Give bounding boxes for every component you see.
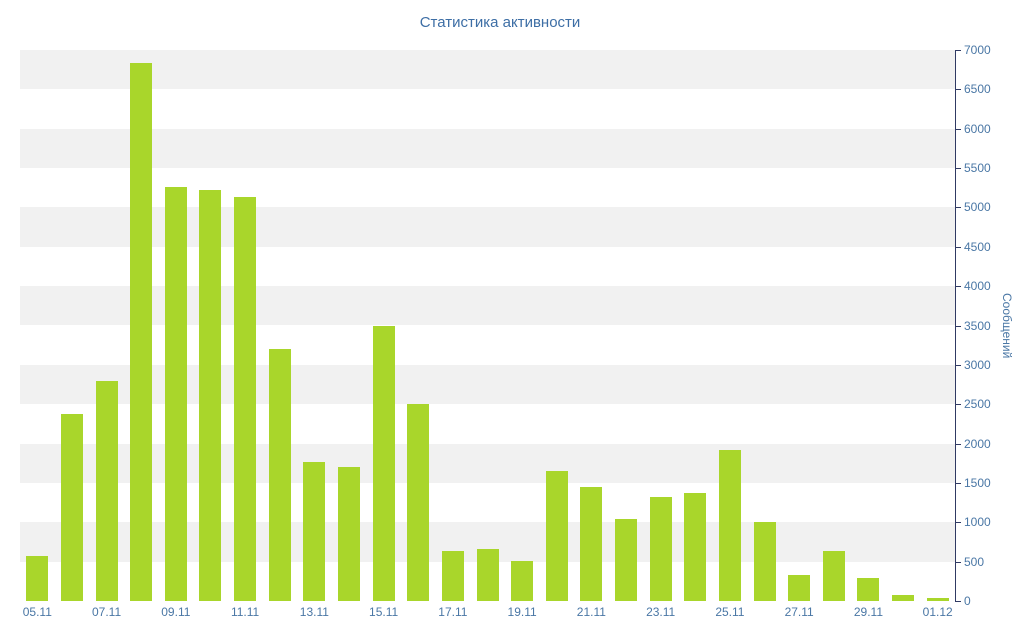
chart-title: Статистика активности [419,14,581,31]
x-axis-tick-label: 11.11 [230,605,260,619]
bar-29.11 [857,578,880,601]
y-axis-tick [956,522,961,524]
bar-27.11 [788,575,811,601]
grid-stripe [20,443,955,483]
y-axis-tick-label: 0 [964,594,971,608]
y-axis-line [955,50,956,602]
y-axis-tick-label: 6500 [964,82,991,97]
bar-18.11 [476,549,499,601]
y-axis-tick-label: 1000 [964,515,991,530]
grid-stripe [20,326,955,365]
y-axis-tick [956,89,961,91]
x-axis-tick-label: 27.11 [784,605,814,619]
bar-01.12 [926,597,949,601]
x-axis-tick-label: 09.11 [161,605,191,619]
y-axis-tick [956,50,961,51]
grid-stripe [20,128,955,169]
y-axis-tick [956,364,961,366]
bar-20.11 [545,471,568,601]
y-axis-tick [956,443,961,445]
grid-stripe [20,50,955,90]
y-axis-tick-label: 500 [964,554,985,569]
y-axis-tick-label: 5000 [964,200,991,215]
bar-07.11 [95,381,118,601]
x-axis-tick-label: 05.11 [22,605,52,619]
bar-28.11 [822,551,845,601]
x-axis-tick-label: 15.11 [369,605,399,619]
x-axis-tick-label: 01.12 [922,605,953,619]
y-axis-tick [956,561,961,563]
bar-22.11 [615,519,638,601]
y-axis-tick [956,404,961,406]
x-axis-tick-label: 29.11 [853,605,883,619]
bar-16.11 [407,404,430,601]
bar-17.11 [441,551,464,601]
y-axis-tick-label: 4000 [964,279,991,294]
y-axis-tick-label: 2000 [964,436,991,451]
y-axis-tick [956,246,961,248]
y-axis-tick-label: 2500 [964,397,991,412]
y-axis-tick-label: 6000 [964,121,991,136]
y-axis-tick [956,207,961,209]
x-axis-tick-label: 21.11 [576,605,606,619]
y-axis-title: Сообщений [1000,292,1014,359]
x-axis-tick-label: 23.11 [646,605,676,619]
bar-10.11 [199,190,222,601]
bar-25.11 [718,449,741,601]
grid-stripe [20,207,955,247]
x-axis-tick-label: 17.11 [438,605,468,619]
y-axis-tick-label: 4500 [964,239,991,254]
grid-stripe [20,286,955,326]
bar-19.11 [511,560,534,601]
bar-15.11 [372,325,395,601]
bar-11.11 [234,197,257,601]
y-axis-tick [956,601,961,602]
bar-14.11 [337,467,360,601]
y-axis-tick-label: 7000 [964,43,991,57]
y-axis-tick-label: 3500 [964,318,991,333]
y-axis-tick [956,168,961,170]
y-axis-tick [956,128,961,130]
x-axis-tick-label: 25.11 [715,605,745,619]
bar-24.11 [684,493,707,601]
grid-stripe [20,364,955,405]
x-axis-tick-label: 07.11 [91,605,122,619]
y-axis-tick [956,325,961,327]
y-axis-tick-label: 5500 [964,161,991,176]
grid-stripe [20,168,955,207]
y-axis-tick-label: 1500 [964,475,991,490]
grid-stripe [20,89,955,128]
plot-area [20,50,955,601]
bar-13.11 [303,462,326,601]
y-axis-tick [956,482,961,484]
grid-stripe [20,483,955,522]
bar-26.11 [753,522,776,601]
bar-23.11 [649,497,672,601]
y-axis-tick-label: 3000 [964,357,991,372]
bar-08.11 [130,62,153,601]
x-axis-tick-label: 19.11 [507,605,537,619]
bar-06.11 [60,413,83,601]
y-axis-tick [956,286,961,288]
bar-21.11 [580,486,603,601]
bar-09.11 [164,186,187,601]
grid-stripe [20,247,955,286]
grid-stripe [20,404,955,443]
bar-30.11 [892,595,915,601]
bar-05.11 [26,556,49,601]
bar-12.11 [268,349,291,601]
x-axis-tick-label: 13.11 [299,605,329,619]
